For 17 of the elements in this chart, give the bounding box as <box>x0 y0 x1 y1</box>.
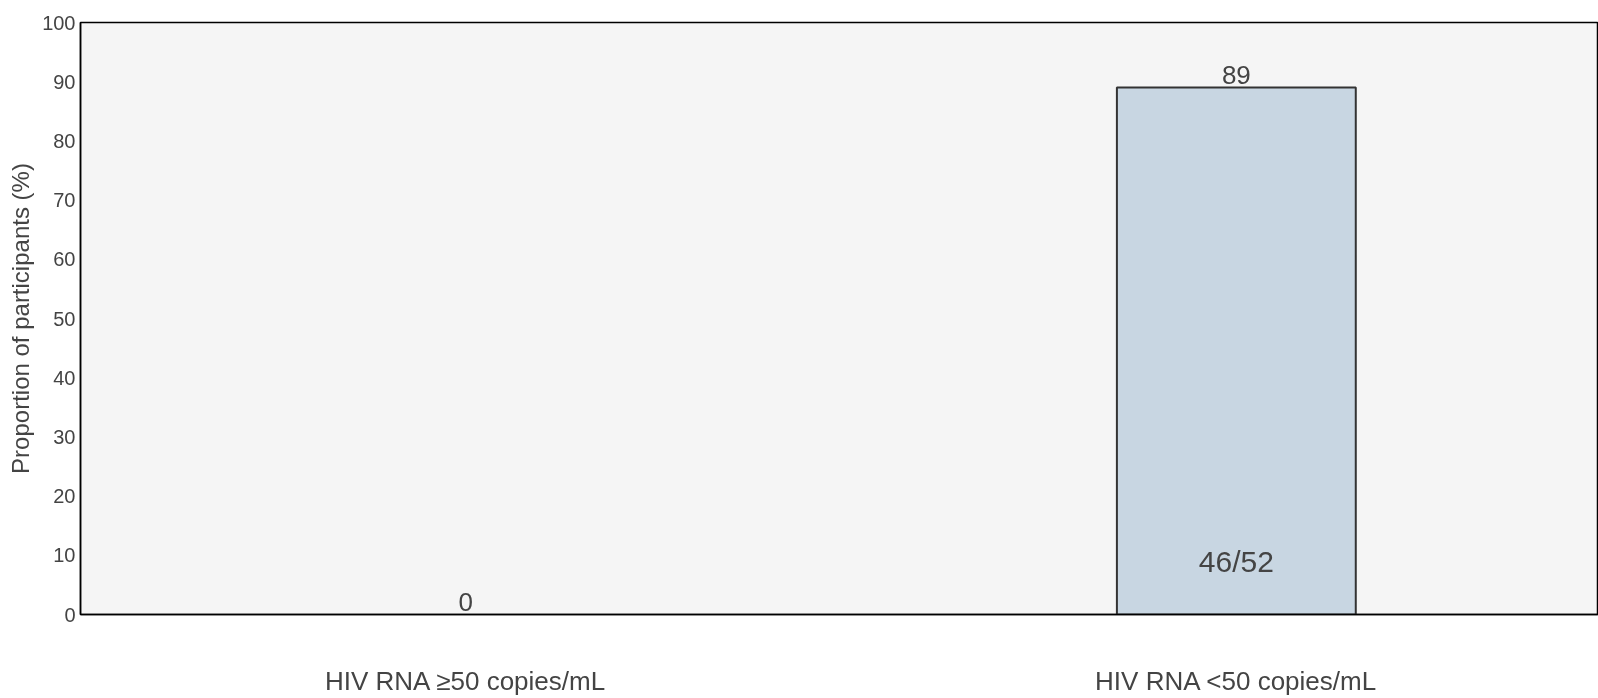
y-tick-label: 40 <box>53 366 76 389</box>
x-tick-label: HIV RNA <50 copies/mL <box>1095 665 1377 696</box>
y-tick-label: 30 <box>53 425 76 448</box>
y-tick-label: 50 <box>53 307 76 330</box>
data-label: 0 <box>458 586 474 617</box>
y-tick-label: 70 <box>53 189 76 212</box>
y-tick-label: 0 <box>64 603 76 626</box>
y-tick-label: 90 <box>53 70 76 93</box>
y-tick-label: 80 <box>53 129 76 152</box>
y-tick-label: 60 <box>53 248 76 271</box>
x-tick-label: HIV RNA ≥50 copies/mL <box>324 665 606 696</box>
y-axis-title: Proportion of participants (%) <box>7 163 35 474</box>
data-label: 89 <box>1221 59 1251 90</box>
annotation: 46/52 <box>1198 544 1274 578</box>
y-tick-label: 100 <box>42 11 76 34</box>
y-tick-label: 10 <box>53 544 76 567</box>
y-tick-label: 20 <box>53 485 76 508</box>
